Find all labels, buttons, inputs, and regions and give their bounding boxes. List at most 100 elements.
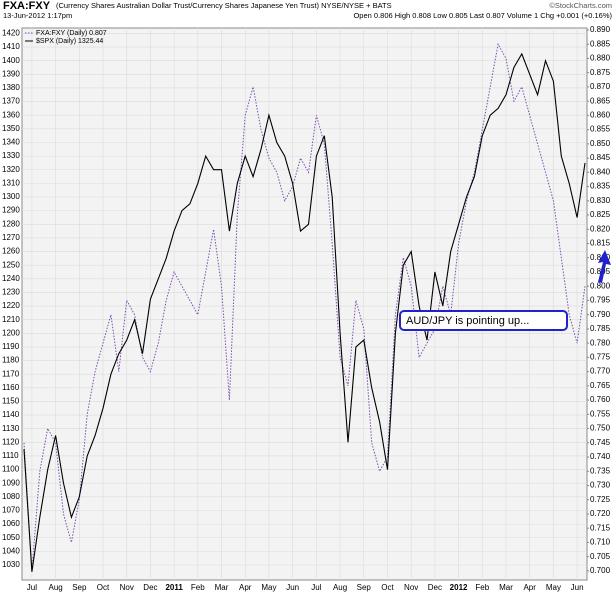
series-line (23, 42, 586, 571)
symbol: FXA:FXY (3, 0, 51, 12)
y2-tick-label: 0.750 (590, 424, 611, 433)
y-tick-label: 1150 (2, 397, 20, 406)
y-tick-label: 1250 (2, 260, 20, 269)
x-tick-label: Oct (381, 583, 394, 592)
x-tick-label: Mar (215, 583, 229, 592)
y2-tick-label: 0.865 (590, 96, 611, 105)
y2-tick-label: 0.855 (590, 125, 611, 134)
x-tick-label: Jun (571, 583, 584, 592)
y2-tick-label: 0.715 (590, 523, 611, 532)
y2-tick-label: 0.860 (590, 111, 611, 120)
x-tick-label: Sep (72, 583, 87, 592)
y2-tick-label: 0.785 (590, 324, 611, 333)
x-tick-label: Aug (333, 583, 347, 592)
y-tick-label: 1070 (2, 506, 20, 515)
y-tick-label: 1420 (2, 29, 20, 38)
y2-tick-label: 0.885 (590, 39, 611, 48)
y2-tick-label: 0.890 (590, 25, 611, 34)
y-tick-label: 1120 (2, 437, 20, 446)
y2-tick-label: 0.820 (590, 224, 611, 233)
x-tick-label: May (546, 583, 561, 592)
y2-tick-label: 0.795 (590, 296, 611, 305)
y2-tick-label: 0.815 (590, 239, 611, 248)
y-tick-label: 1410 (2, 42, 20, 51)
y-tick-label: 1320 (2, 165, 20, 174)
annotation-text: AUD/JPY is pointing up... (406, 315, 529, 327)
x-tick-label: Nov (120, 583, 134, 592)
x-tick-label: Nov (404, 583, 418, 592)
x-tick-label: Jul (311, 583, 321, 592)
x-tick-label: Sep (357, 583, 372, 592)
y2-tick-label: 0.870 (590, 82, 611, 91)
y-tick-label: 1360 (2, 110, 20, 119)
series-line (23, 52, 586, 572)
y-tick-label: 1390 (2, 69, 20, 78)
y2-tick-label: 0.790 (590, 310, 611, 319)
y-tick-label: 1140 (2, 410, 20, 419)
date: 13-Jun-2012 1:17pm (3, 11, 72, 20)
y-tick-label: 1100 (2, 465, 20, 474)
y-tick-label: 1180 (2, 356, 20, 365)
y2-tick-label: 0.810 (590, 253, 611, 262)
y2-tick-label: 0.840 (590, 167, 611, 176)
y-tick-label: 1340 (2, 138, 20, 147)
y-tick-label: 1380 (2, 83, 20, 92)
y-tick-label: 1240 (2, 274, 20, 283)
x-tick-label: Feb (191, 583, 205, 592)
y2-tick-label: 0.780 (590, 338, 611, 347)
y-tick-label: 1310 (2, 178, 20, 187)
y2-tick-label: 0.770 (590, 367, 611, 376)
x-tick-label: Jul (27, 583, 37, 592)
subtitle: (Currency Shares Australian Dollar Trust… (56, 1, 392, 10)
x-tick-label: 2012 (450, 583, 468, 592)
y-tick-label: 1110 (2, 451, 19, 460)
quote: Open 0.806 High 0.808 Low 0.805 Last 0.8… (353, 11, 612, 20)
y-tick-label: 1200 (2, 328, 20, 337)
y2-tick-label: 0.735 (590, 466, 611, 475)
y2-tick-label: 0.725 (590, 495, 611, 504)
y2-tick-label: 0.845 (590, 153, 611, 162)
legend-label: $SPX (Daily) 1325.44 (36, 38, 103, 45)
y2-tick-label: 0.835 (590, 182, 611, 191)
y-tick-label: 1270 (2, 233, 20, 242)
y-tick-label: 1290 (2, 206, 20, 215)
y2-tick-label: 0.745 (590, 438, 611, 447)
y2-tick-label: 0.740 (590, 452, 611, 461)
arrow (598, 250, 611, 283)
y-tick-label: 1400 (2, 56, 20, 65)
y-tick-label: 1370 (2, 97, 20, 106)
y2-tick-label: 0.830 (590, 196, 611, 205)
y2-tick-label: 0.720 (590, 509, 611, 518)
y-tick-label: 1170 (2, 369, 20, 378)
y-tick-label: 1160 (2, 383, 20, 392)
y-tick-label: 1210 (2, 315, 20, 324)
y2-tick-label: 0.710 (590, 538, 611, 547)
y-tick-label: 1300 (2, 192, 20, 201)
y2-tick-label: 0.705 (590, 552, 611, 561)
y-tick-label: 1350 (2, 124, 20, 133)
x-tick-label: Aug (48, 583, 62, 592)
annotation-box (399, 310, 568, 331)
x-tick-label: Mar (499, 583, 513, 592)
y2-tick-label: 0.775 (590, 352, 611, 361)
y2-tick-label: 0.875 (590, 68, 611, 77)
y-tick-label: 1060 (2, 519, 20, 528)
x-tick-label: Apr (523, 583, 536, 592)
y2-tick-label: 0.765 (590, 381, 611, 390)
y-tick-label: 1040 (2, 546, 20, 555)
y-tick-label: 1090 (2, 478, 20, 487)
y2-tick-label: 0.805 (590, 267, 611, 276)
source: ©StockCharts.com (549, 1, 612, 10)
y2-tick-label: 0.825 (590, 210, 611, 219)
legend-label: FXA:FXY (Daily) 0.807 (36, 30, 107, 37)
x-tick-label: Apr (239, 583, 252, 592)
x-tick-label: 2011 (165, 583, 183, 592)
x-tick-label: May (261, 583, 276, 592)
annotation: AUD/JPY is pointing up... (399, 250, 611, 331)
x-tick-label: Oct (97, 583, 110, 592)
y2-tick-label: 0.850 (590, 139, 611, 148)
y-tick-label: 1260 (2, 247, 20, 256)
y-tick-label: 1330 (2, 151, 20, 160)
y2-tick-label: 0.700 (590, 566, 611, 575)
